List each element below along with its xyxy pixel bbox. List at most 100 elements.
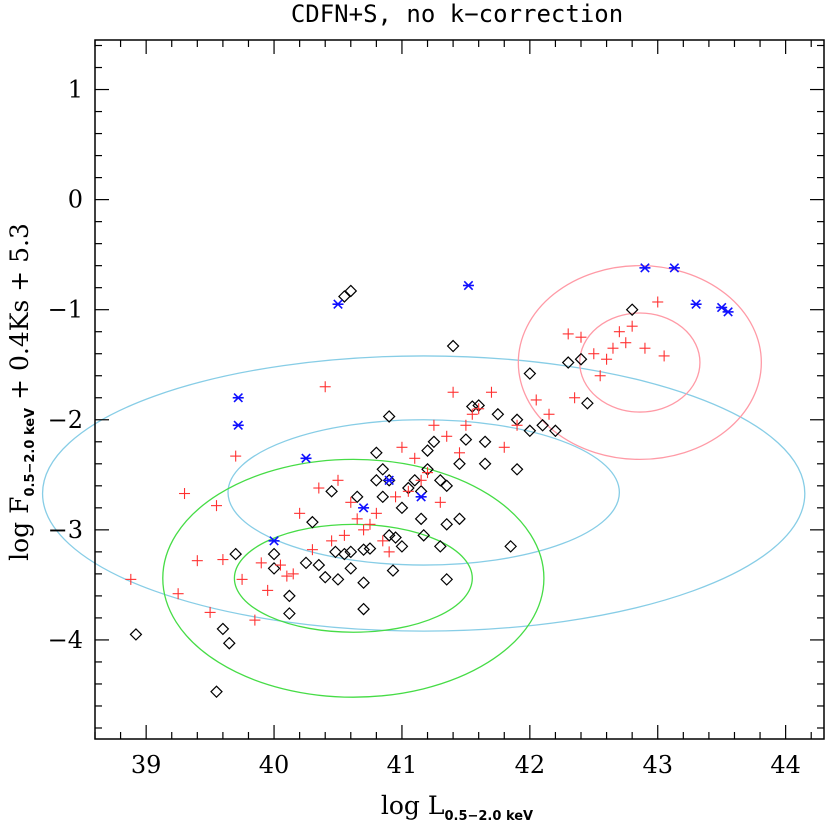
red-plus-point: [454, 447, 465, 459]
red-plus-point: [358, 524, 370, 536]
red-plus-point: [377, 535, 389, 547]
blue-stars-point: [722, 307, 734, 317]
blue-stars-point: [300, 453, 312, 464]
black-diamonds-point: [216, 622, 230, 636]
black-diamonds-point: [523, 367, 537, 380]
blue-stars-point: [415, 492, 427, 502]
red-plus-point: [588, 348, 600, 360]
black-diamonds-point: [478, 435, 492, 449]
red-plus-point: [249, 614, 261, 626]
red-plus-point: [466, 408, 478, 420]
red-plus-point: [428, 419, 440, 431]
black-diamonds-point: [504, 540, 518, 553]
black-diamonds-point: [210, 685, 223, 699]
y-tick-label: −4: [48, 626, 83, 654]
black-diamonds-point: [382, 529, 396, 542]
red-plus-point: [639, 342, 651, 354]
y-axis-label-main: log F: [5, 497, 34, 561]
black-diamonds-point: [283, 607, 296, 620]
red-plus-point: [409, 452, 421, 464]
y-axis-label-subscript: 0.5−2.0 keV: [23, 408, 38, 497]
blue-stars-point: [668, 263, 680, 273]
black-diamonds-point: [549, 424, 562, 438]
black-diamonds-point: [299, 556, 313, 570]
confidence-ellipses: [41, 265, 806, 698]
black-diamonds-point: [357, 543, 370, 557]
blue-stars-point: [462, 280, 474, 291]
red-plus-point: [217, 554, 229, 566]
red-plus-point: [498, 441, 510, 453]
red-plus-point: [313, 482, 325, 494]
black-diamonds-point: [357, 602, 370, 616]
red-plus-point: [511, 419, 523, 431]
red-plus-point: [364, 518, 376, 530]
blue-stars-point: [690, 299, 702, 309]
black-diamonds-point: [433, 540, 447, 553]
red-plus-point: [204, 606, 216, 618]
red-plus-point: [594, 370, 606, 382]
black-diamonds-point: [338, 290, 351, 303]
black-diamonds-point: [625, 303, 639, 317]
black-diamonds-point: [222, 636, 236, 650]
black-diamonds-point: [283, 589, 296, 603]
red-plus-point: [294, 507, 306, 519]
black-diamonds-point: [574, 352, 588, 366]
black-diamonds-point: [491, 407, 505, 421]
x-tick-label: 41: [387, 751, 418, 779]
black-diamonds-point: [344, 284, 358, 298]
red-plus-point: [390, 491, 402, 503]
black-diamonds-point: [561, 356, 575, 369]
red-plus-point: [338, 529, 350, 541]
red-plus-point: [441, 430, 453, 442]
black-diamonds-point: [440, 517, 454, 531]
ellipse-pink-outer: [517, 265, 762, 461]
black-diamonds-point: [440, 479, 454, 493]
red-plus-point: [236, 573, 248, 585]
black-diamonds-point: [382, 473, 396, 487]
black-diamonds-point: [267, 562, 281, 575]
red-plus-point: [402, 485, 414, 497]
red-plus-point: [179, 488, 191, 500]
y-axis-label-tail: + 0.4Ks + 5.3: [5, 223, 34, 400]
red-plus-point: [351, 513, 363, 525]
black-diamonds-point: [536, 418, 549, 432]
x-axis-label-main: log L: [381, 791, 445, 820]
blue-stars-point: [332, 299, 344, 309]
black-diamonds-point: [331, 573, 345, 586]
y-axis-label: log F0.5−2.0 keV + 0.4Ks + 5.3: [5, 223, 38, 561]
red-plus-point: [473, 403, 485, 415]
red-plus-point: [575, 331, 587, 343]
black-diamonds-point: [440, 573, 454, 586]
black-diamonds-point: [421, 444, 434, 457]
red-plus-point: [652, 296, 664, 308]
red-plus-point: [383, 546, 395, 558]
red-plus-point: [370, 507, 382, 519]
black-diamonds-point: [350, 490, 364, 504]
black-diamonds-point: [344, 562, 358, 575]
red-plus-point: [230, 450, 242, 462]
red-plus-point: [415, 474, 427, 486]
red-plus-point: [562, 328, 574, 340]
ellipse-green-outer: [162, 458, 545, 698]
y-tick-label: −2: [48, 406, 83, 434]
red-plus-point: [172, 588, 184, 600]
axis-ticks: 39 40 41 42 43 44 −4 −3 −2 −1 0 1: [48, 40, 824, 779]
red-plus-point: [281, 570, 293, 582]
red-plus-point: [422, 467, 434, 479]
red-plus-point: [332, 474, 344, 486]
red-plus-point: [434, 496, 446, 508]
ellipse-blue-inner: [227, 419, 621, 566]
black-diamonds-point: [395, 540, 409, 553]
red-plus-point: [255, 557, 267, 569]
y-tick-label: 0: [68, 186, 83, 214]
red-plus-point: [125, 573, 137, 585]
x-tick-label: 40: [259, 751, 290, 779]
red-plus-point: [543, 408, 555, 420]
black-diamonds-point: [129, 628, 143, 641]
red-plus-point: [485, 386, 497, 398]
red-plus-point: [569, 392, 581, 404]
black-diamonds-point: [312, 558, 326, 572]
black-diamonds-point: [395, 501, 409, 515]
plot-frame: [94, 39, 825, 740]
y-tick-label: −1: [48, 296, 83, 324]
